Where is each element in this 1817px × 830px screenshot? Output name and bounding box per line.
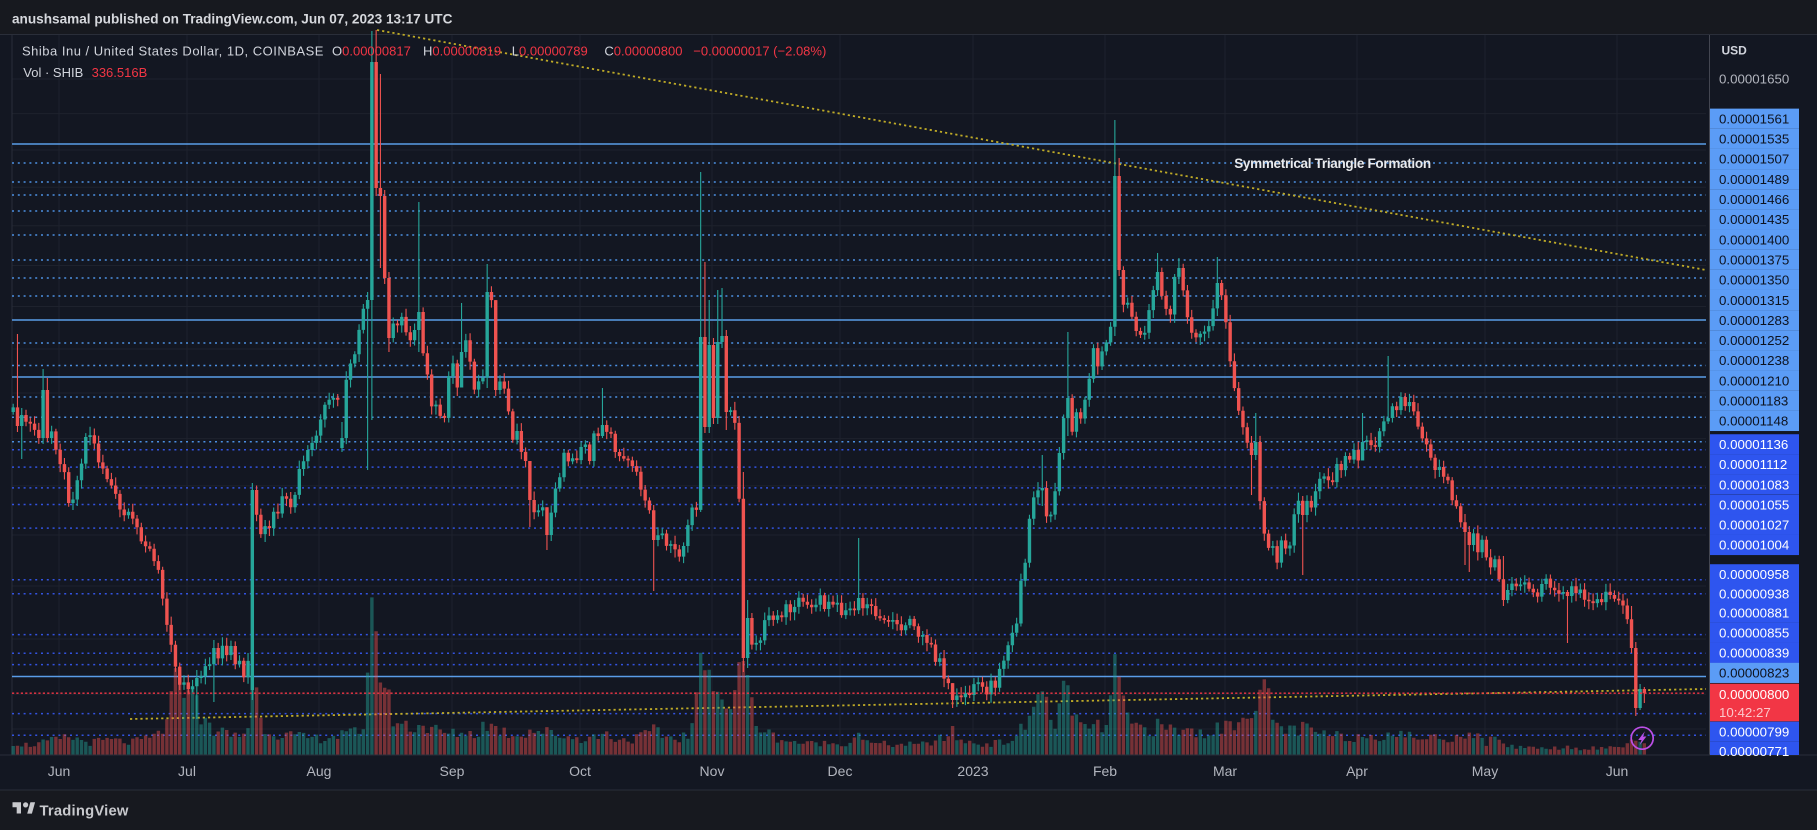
svg-text:Feb: Feb bbox=[1093, 763, 1117, 779]
svg-text:Mar: Mar bbox=[1213, 763, 1237, 779]
svg-text:0.00000958: 0.00000958 bbox=[1719, 567, 1789, 582]
svg-text:0.00001535: 0.00001535 bbox=[1719, 132, 1789, 147]
svg-text:0.00001435: 0.00001435 bbox=[1719, 212, 1789, 227]
svg-text:USD: USD bbox=[1722, 43, 1748, 57]
svg-text:Nov: Nov bbox=[700, 763, 725, 779]
svg-text:0.00001650: 0.00001650 bbox=[1719, 72, 1789, 87]
svg-text:0.00001083: 0.00001083 bbox=[1719, 477, 1789, 492]
svg-text:anushsamal published on Tradin: anushsamal published on TradingView.com,… bbox=[12, 12, 453, 27]
svg-text:May: May bbox=[1472, 763, 1498, 779]
svg-text:0.00001466: 0.00001466 bbox=[1719, 192, 1789, 207]
svg-text:0.00001148: 0.00001148 bbox=[1719, 414, 1788, 429]
svg-text:Symmetrical Triangle Formation: Symmetrical Triangle Formation bbox=[1234, 156, 1431, 171]
svg-text:0.00001112: 0.00001112 bbox=[1719, 457, 1787, 472]
svg-text:0.00001350: 0.00001350 bbox=[1719, 273, 1789, 288]
svg-text:0.00000800: 0.00000800 bbox=[1719, 687, 1789, 702]
svg-text:Apr: Apr bbox=[1346, 763, 1368, 779]
svg-text:0.00001507: 0.00001507 bbox=[1719, 152, 1789, 167]
svg-text:Sep: Sep bbox=[440, 763, 465, 779]
svg-text:0.00001561: 0.00001561 bbox=[1719, 111, 1789, 126]
svg-text:0.00000771: 0.00000771 bbox=[1719, 744, 1789, 759]
svg-text:0.00000938: 0.00000938 bbox=[1719, 586, 1789, 601]
svg-text:0.00001210: 0.00001210 bbox=[1719, 373, 1789, 388]
svg-text:0.00001136: 0.00001136 bbox=[1719, 437, 1788, 452]
svg-text:Aug: Aug bbox=[307, 763, 332, 779]
svg-text:0.00000839: 0.00000839 bbox=[1719, 646, 1789, 661]
svg-text:Jul: Jul bbox=[178, 763, 196, 779]
svg-text:Jun: Jun bbox=[1606, 763, 1629, 779]
svg-text:0.00000799: 0.00000799 bbox=[1719, 724, 1789, 739]
svg-text:0.00000823: 0.00000823 bbox=[1719, 666, 1789, 681]
svg-text:2023: 2023 bbox=[957, 763, 988, 779]
svg-text:0.00001183: 0.00001183 bbox=[1719, 394, 1788, 409]
svg-text:0.00001315: 0.00001315 bbox=[1719, 293, 1789, 308]
svg-text:10:42:27: 10:42:27 bbox=[1719, 705, 1771, 720]
svg-text:Oct: Oct bbox=[569, 763, 591, 779]
svg-text:0.00001055: 0.00001055 bbox=[1719, 498, 1789, 513]
svg-text:0.00001004: 0.00001004 bbox=[1719, 538, 1789, 553]
svg-text:Dec: Dec bbox=[828, 763, 853, 779]
svg-text:0.00001238: 0.00001238 bbox=[1719, 353, 1789, 368]
svg-text:0.00001375: 0.00001375 bbox=[1719, 252, 1789, 267]
svg-text:0.00000855: 0.00000855 bbox=[1719, 626, 1789, 641]
svg-text:0.00001400: 0.00001400 bbox=[1719, 232, 1789, 247]
svg-text:Jun: Jun bbox=[48, 763, 71, 779]
svg-text:0.00001283: 0.00001283 bbox=[1719, 313, 1789, 328]
svg-text:0.00000881: 0.00000881 bbox=[1719, 606, 1789, 621]
svg-text:0.00001027: 0.00001027 bbox=[1719, 518, 1789, 533]
svg-text:0.00001252: 0.00001252 bbox=[1719, 333, 1789, 348]
svg-text:0.00001489: 0.00001489 bbox=[1719, 172, 1789, 187]
svg-text:TradingView: TradingView bbox=[40, 804, 129, 820]
svg-text:Shiba Inu / United States Doll: Shiba Inu / United States Dollar, 1D, CO… bbox=[22, 44, 826, 59]
